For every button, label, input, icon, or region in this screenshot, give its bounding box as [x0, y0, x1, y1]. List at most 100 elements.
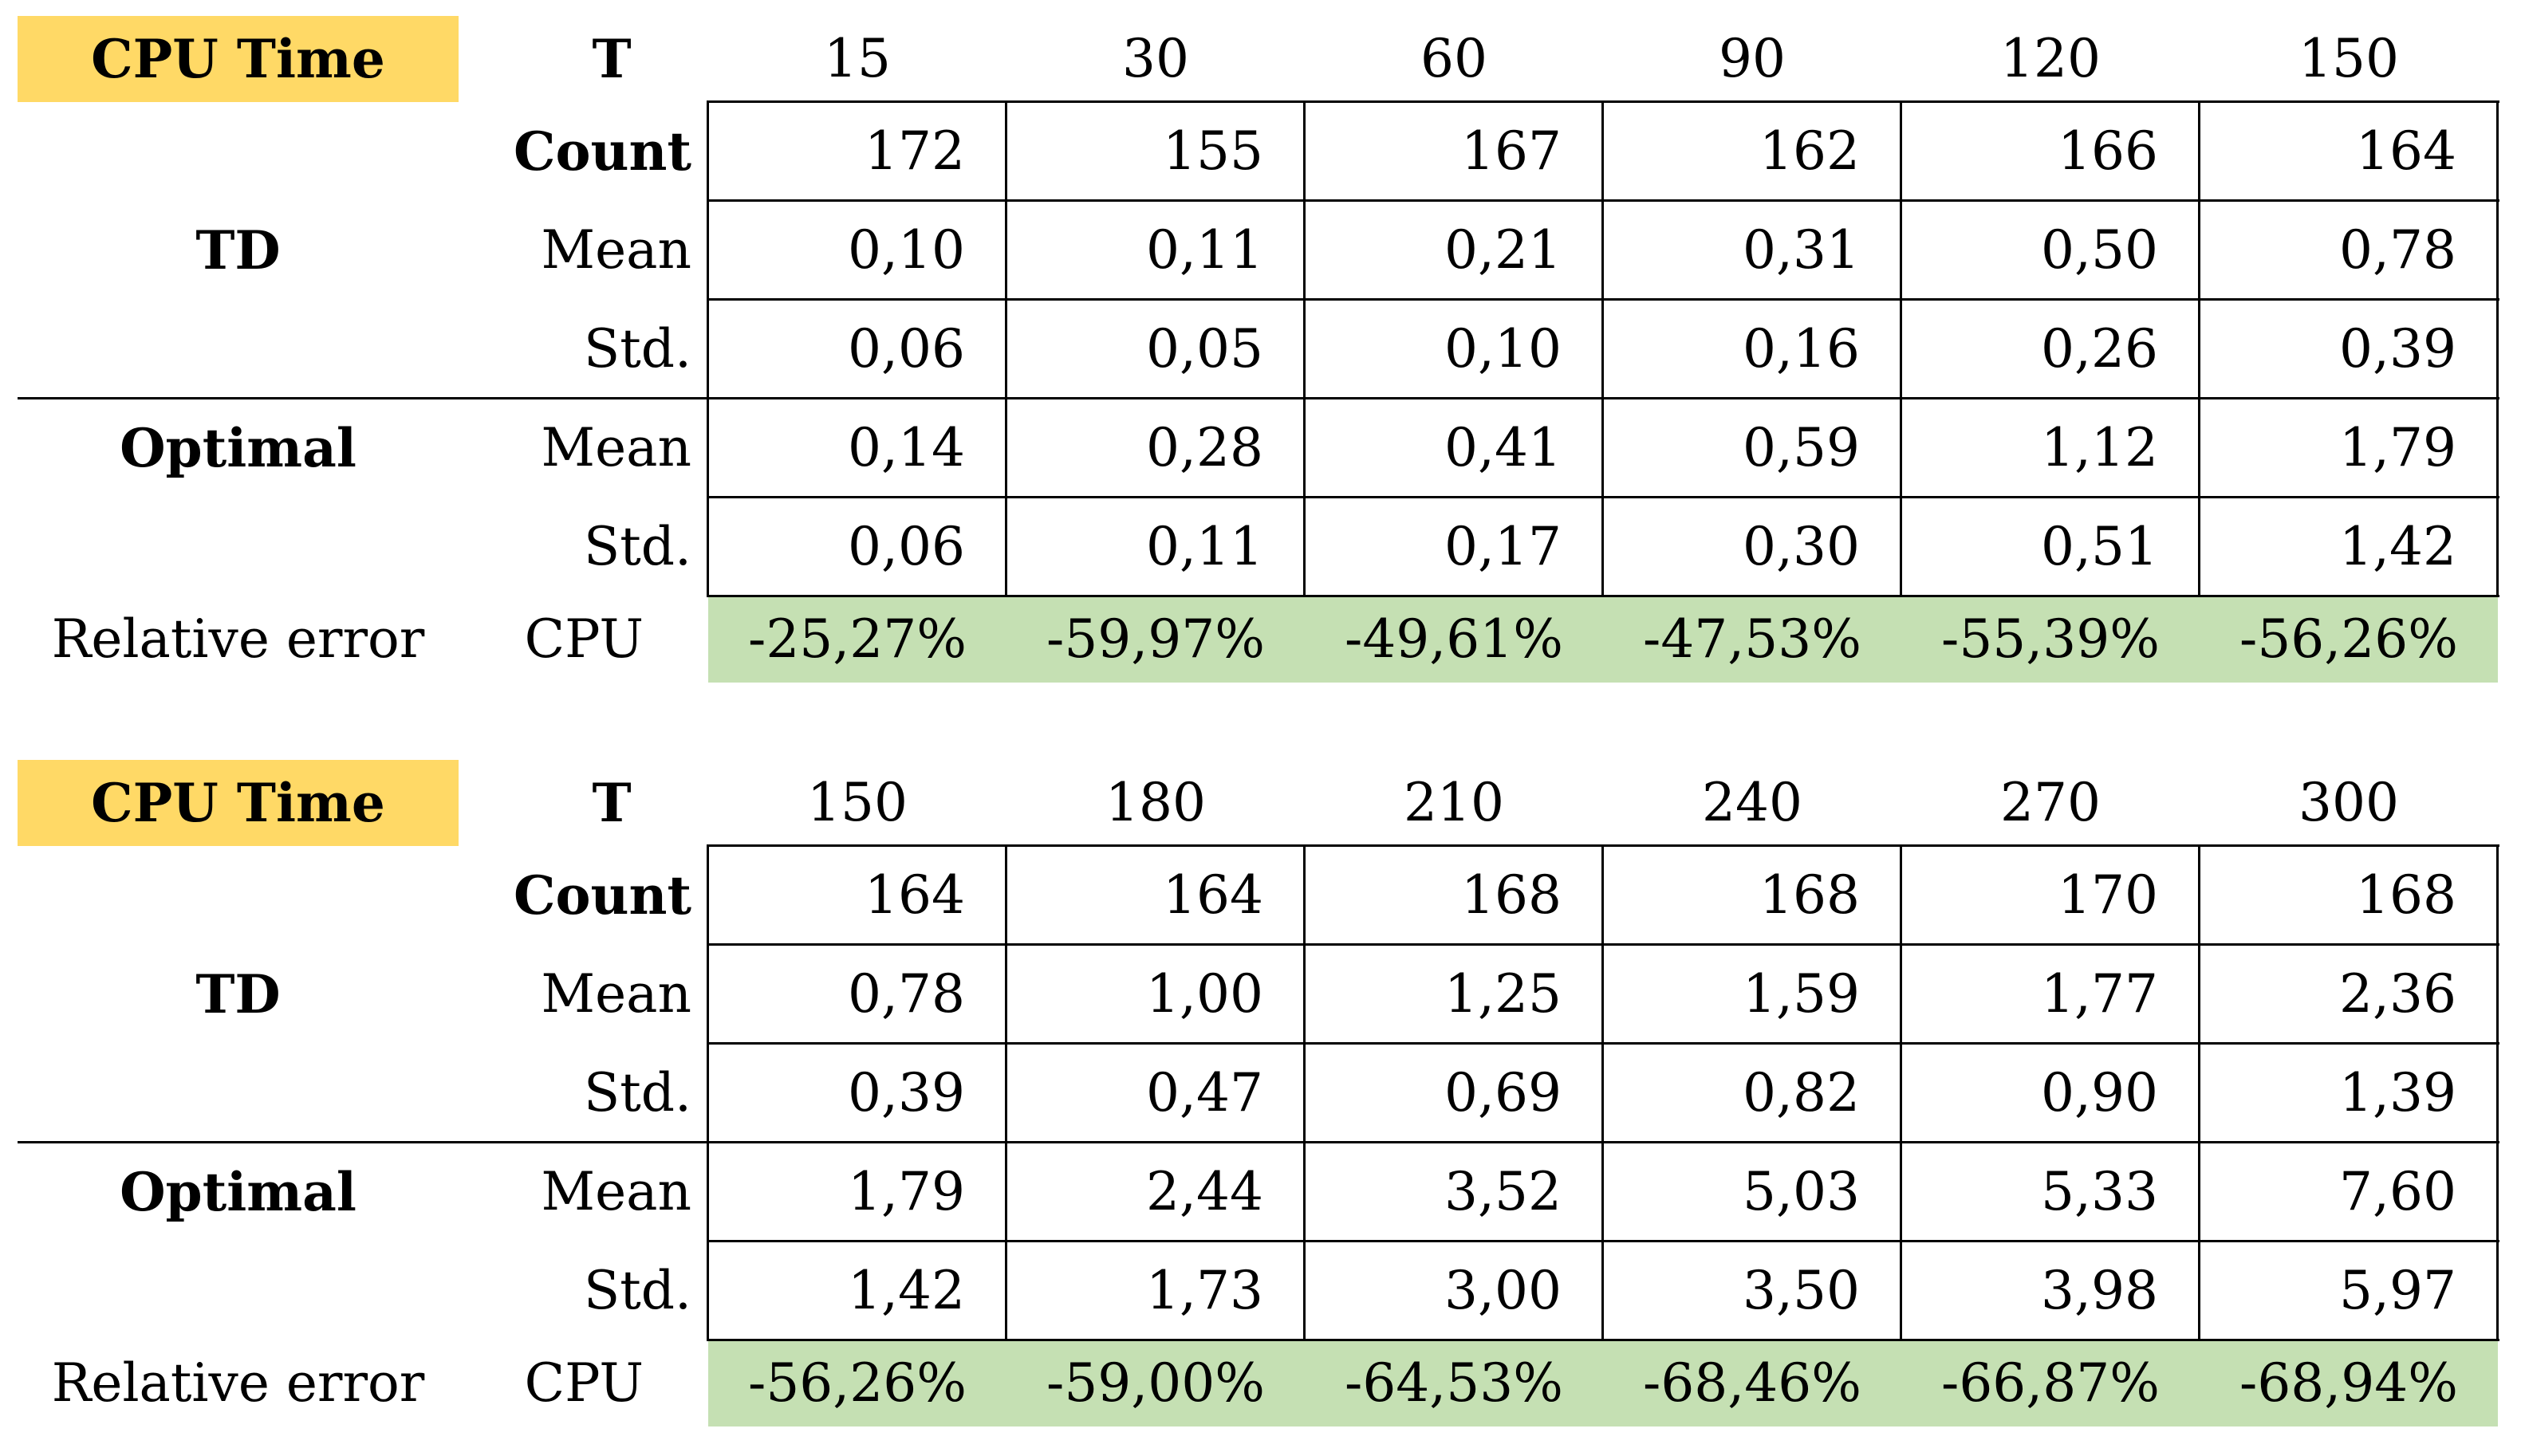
optimal-mean-cell: 5,33	[2041, 1161, 2158, 1222]
optimal-mean-row-label: Mean	[541, 417, 692, 478]
optimal-std-cell: 0,11	[1146, 516, 1263, 577]
optimal-mean-cell: 1,79	[848, 1161, 965, 1222]
td-mean-cell: 1,25	[1444, 963, 1562, 1025]
optimal-mean-cell: 0,14	[848, 417, 965, 478]
td-std-cell: 0,05	[1146, 318, 1263, 380]
count-cell: 164	[865, 864, 965, 926]
t-header-label: T	[592, 28, 632, 90]
relative-error-label: Relative error	[51, 1352, 425, 1414]
optimal-mean-cell: 1,12	[2041, 417, 2158, 478]
t-value: 150	[807, 772, 908, 833]
td-group-label: TD	[195, 219, 281, 281]
optimal-mean-row-label: Mean	[541, 1161, 692, 1222]
optimal-mean-cell: 0,28	[1146, 417, 1263, 478]
optimal-std-cell: 5,97	[2339, 1260, 2456, 1321]
optimal-mean-cell: 0,41	[1444, 417, 1562, 478]
td-mean-cell: 0,31	[1743, 219, 1860, 281]
td-mean-cell: 0,78	[848, 963, 965, 1025]
td-mean-cell: 0,50	[2041, 219, 2158, 281]
count-cell: 168	[1461, 864, 1562, 926]
relative-error-cell: -68,46%	[1603, 1340, 1901, 1426]
cpu-time-badge: CPU Time	[18, 16, 459, 102]
cpu-time-table-2: CPU Time T 150 180 210 240 270 300 TD Optimal Coun…	[18, 760, 2506, 1446]
count-row-label: Count	[513, 864, 691, 927]
relative-error-cell: -56,26%	[2200, 596, 2498, 683]
grid-line-vertical	[707, 844, 709, 1340]
td-std-cell: 0,47	[1146, 1062, 1263, 1123]
td-mean-cell: 1,00	[1146, 963, 1263, 1025]
t-value: 240	[1702, 772, 1802, 833]
grid-line-vertical	[707, 100, 709, 596]
cpu-row-label: CPU	[524, 1352, 644, 1414]
optimal-mean-cell: 3,52	[1444, 1161, 1562, 1222]
count-row-label: Count	[513, 120, 691, 183]
t-value: 60	[1420, 28, 1487, 89]
td-mean-cell: 0,11	[1146, 219, 1263, 281]
t-value: 15	[824, 28, 891, 89]
relative-error-cell: -56,26%	[708, 1340, 1006, 1426]
t-value: 270	[2000, 772, 2101, 833]
t-value: 300	[2298, 772, 2399, 833]
count-cell: 166	[2058, 120, 2158, 182]
t-value: 150	[2298, 28, 2399, 89]
grid-line-vertical	[2496, 844, 2499, 1340]
td-std-cell: 0,82	[1743, 1062, 1860, 1123]
td-mean-cell: 0,78	[2339, 219, 2456, 281]
optimal-std-cell: 3,50	[1743, 1260, 1860, 1321]
relative-error-cell: -47,53%	[1603, 596, 1901, 683]
count-cell: 172	[865, 120, 965, 182]
optimal-group-label: Optimal	[120, 1161, 356, 1223]
optimal-mean-cell: 5,03	[1743, 1161, 1860, 1222]
grid-line-vertical	[1601, 100, 1604, 596]
count-cell: 164	[2356, 120, 2456, 182]
td-mean-row-label: Mean	[541, 219, 692, 281]
relative-error-cell: -49,61%	[1305, 596, 1603, 683]
optimal-std-cell: 3,98	[2041, 1260, 2158, 1321]
relative-error-cell: -25,27%	[708, 596, 1006, 683]
grid-line-vertical	[2496, 100, 2499, 596]
td-std-cell: 0,10	[1444, 318, 1562, 380]
optimal-std-cell: 3,00	[1444, 1260, 1562, 1321]
relative-error-cell: -66,87%	[1901, 1340, 2200, 1426]
count-cell: 164	[1163, 864, 1263, 926]
optimal-std-row-label: Std.	[584, 1260, 691, 1321]
section-divider	[18, 1141, 708, 1143]
count-cell: 162	[1759, 120, 1860, 182]
td-std-cell: 0,39	[848, 1062, 965, 1123]
t-value: 30	[1122, 28, 1189, 89]
optimal-std-cell: 1,42	[2339, 516, 2456, 577]
t-header-label: T	[592, 772, 632, 834]
count-cell: 167	[1461, 120, 1562, 182]
count-cell: 155	[1163, 120, 1263, 182]
optimal-std-cell: 0,30	[1743, 516, 1860, 577]
relative-error-cell: -68,94%	[2200, 1340, 2498, 1426]
td-std-cell: 0,69	[1444, 1062, 1562, 1123]
relative-error-cell: -55,39%	[1901, 596, 2200, 683]
optimal-mean-cell: 7,60	[2339, 1161, 2456, 1222]
count-cell: 168	[2356, 864, 2456, 926]
grid-line-vertical	[1005, 100, 1007, 596]
optimal-std-cell: 0,06	[848, 516, 965, 577]
td-std-cell: 0,90	[2041, 1062, 2158, 1123]
optimal-mean-cell: 2,44	[1146, 1161, 1263, 1222]
count-cell: 168	[1759, 864, 1860, 926]
td-mean-row-label: Mean	[541, 963, 692, 1025]
grid-line-vertical	[1303, 100, 1306, 596]
optimal-std-cell: 1,42	[848, 1260, 965, 1321]
cpu-time-table-1: CPU Time T 15 30 60 90 120 150 TD Optimal Count 172…	[18, 16, 2506, 702]
relative-error-cell: -64,53%	[1305, 1340, 1603, 1426]
optimal-group-label: Optimal	[120, 417, 356, 479]
td-mean-cell: 0,21	[1444, 219, 1562, 281]
grid-line-vertical	[2198, 844, 2200, 1340]
optimal-mean-cell: 1,79	[2339, 417, 2456, 478]
td-group-label: TD	[195, 963, 281, 1025]
grid-line-vertical	[2198, 100, 2200, 596]
optimal-std-cell: 0,51	[2041, 516, 2158, 577]
optimal-std-row-label: Std.	[584, 516, 691, 577]
cpu-time-badge: CPU Time	[18, 760, 459, 846]
grid-line-vertical	[1005, 844, 1007, 1340]
td-std-cell: 0,39	[2339, 318, 2456, 380]
td-mean-cell: 0,10	[848, 219, 965, 281]
td-std-row-label: Std.	[584, 318, 691, 380]
relative-error-label: Relative error	[51, 608, 425, 670]
